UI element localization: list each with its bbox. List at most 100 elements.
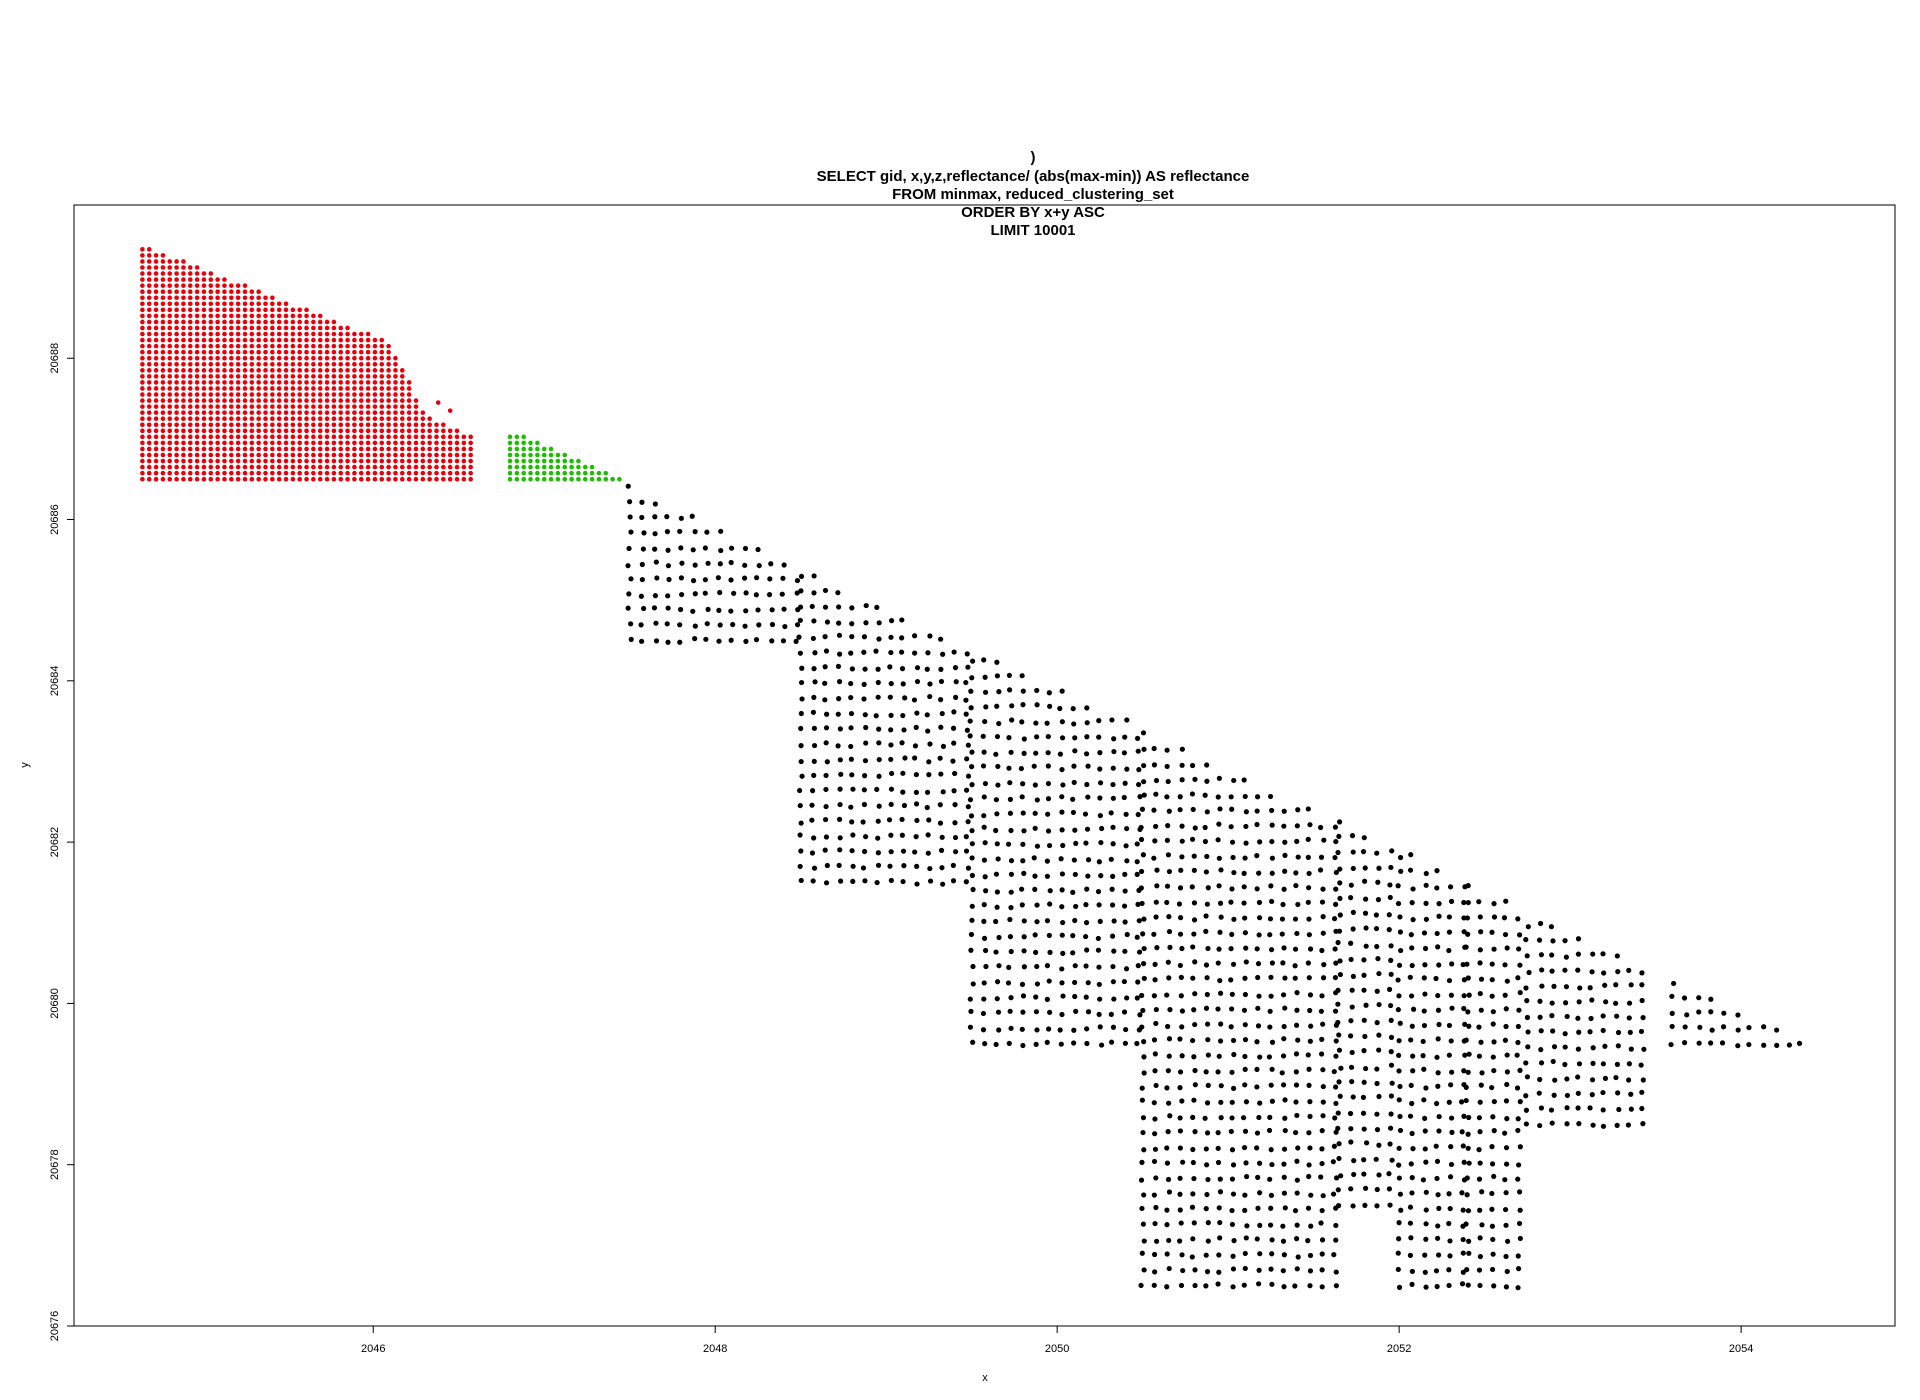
data-point <box>514 476 520 482</box>
data-point <box>146 319 152 325</box>
data-point <box>1398 947 1404 954</box>
data-point <box>1111 918 1117 924</box>
data-point <box>900 878 906 885</box>
data-point <box>352 422 357 428</box>
data-point <box>140 259 145 264</box>
data-point <box>427 440 432 446</box>
data-point <box>1178 1282 1185 1289</box>
data-point <box>1447 884 1454 890</box>
data-point <box>1333 960 1339 966</box>
data-point <box>1059 809 1065 815</box>
data-point <box>276 416 282 422</box>
data-point <box>187 368 193 373</box>
data-point <box>276 349 282 355</box>
data-point <box>215 440 220 446</box>
title-line: ) <box>1031 149 1036 166</box>
data-point <box>967 797 974 803</box>
data-point <box>1151 1251 1158 1258</box>
data-point <box>1350 909 1356 915</box>
data-point <box>1254 1039 1260 1045</box>
data-point <box>215 398 220 403</box>
data-point <box>208 458 214 464</box>
data-point <box>1153 791 1159 797</box>
data-point <box>297 349 303 355</box>
data-point <box>406 386 412 391</box>
data-point <box>317 464 323 470</box>
data-point <box>311 416 316 422</box>
data-point <box>1408 993 1415 999</box>
data-point <box>283 428 289 434</box>
data-point <box>1071 721 1077 727</box>
data-point <box>222 337 227 343</box>
data-point <box>1151 1037 1158 1043</box>
data-point <box>1397 1191 1404 1197</box>
data-point <box>838 771 844 777</box>
data-point <box>297 343 303 349</box>
data-point <box>1242 991 1249 998</box>
data-point <box>215 361 220 367</box>
data-point <box>1215 794 1221 800</box>
data-point <box>1318 1220 1324 1226</box>
data-point <box>705 560 711 566</box>
data-point <box>372 446 378 452</box>
data-point <box>1333 886 1339 892</box>
data-point <box>836 620 842 626</box>
data-point <box>201 271 207 276</box>
data-point <box>1349 987 1355 993</box>
data-point <box>215 386 220 391</box>
data-point <box>146 410 152 415</box>
data-point <box>181 428 186 434</box>
data-point <box>925 832 931 838</box>
data-point <box>386 452 391 458</box>
data-point <box>1466 992 1472 998</box>
data-point <box>1376 865 1382 871</box>
data-point <box>1395 1007 1401 1013</box>
data-point <box>1216 1205 1222 1211</box>
data-point <box>1178 867 1184 873</box>
data-point <box>242 398 248 403</box>
data-point <box>1446 1267 1452 1273</box>
data-point <box>993 1041 999 1048</box>
data-point <box>652 531 658 537</box>
data-point <box>822 697 828 703</box>
data-point <box>1269 822 1275 828</box>
data-point <box>1123 966 1130 972</box>
data-point <box>811 618 817 624</box>
data-point <box>242 289 248 294</box>
data-point <box>1448 1161 1455 1168</box>
data-point <box>1502 992 1508 998</box>
data-point <box>969 917 975 923</box>
data-point <box>304 343 309 349</box>
data-point <box>996 1027 1002 1033</box>
data-point <box>215 434 220 440</box>
data-point <box>181 416 186 422</box>
data-point <box>1562 1031 1568 1037</box>
data-point <box>1180 1267 1186 1274</box>
data-point <box>256 331 261 337</box>
data-point <box>863 620 869 626</box>
data-point <box>311 337 316 343</box>
data-point <box>379 470 385 476</box>
data-point <box>1228 946 1234 952</box>
data-point <box>290 470 296 476</box>
data-point <box>358 380 364 385</box>
data-point <box>174 259 179 264</box>
data-point <box>1204 1130 1211 1136</box>
data-point <box>187 434 193 440</box>
data-point <box>938 666 944 672</box>
data-point <box>742 562 748 568</box>
data-point <box>1204 853 1210 860</box>
data-point <box>1361 835 1367 841</box>
data-point <box>146 277 152 282</box>
data-point <box>980 763 987 769</box>
data-point <box>970 886 976 893</box>
data-point <box>809 817 815 823</box>
data-point <box>235 458 241 464</box>
data-point <box>1189 836 1196 842</box>
data-point <box>338 374 344 379</box>
data-point <box>1141 1147 1147 1153</box>
data-point <box>1360 849 1367 855</box>
data-point <box>970 1039 976 1045</box>
data-point <box>1536 937 1543 943</box>
data-point <box>1491 1039 1497 1045</box>
